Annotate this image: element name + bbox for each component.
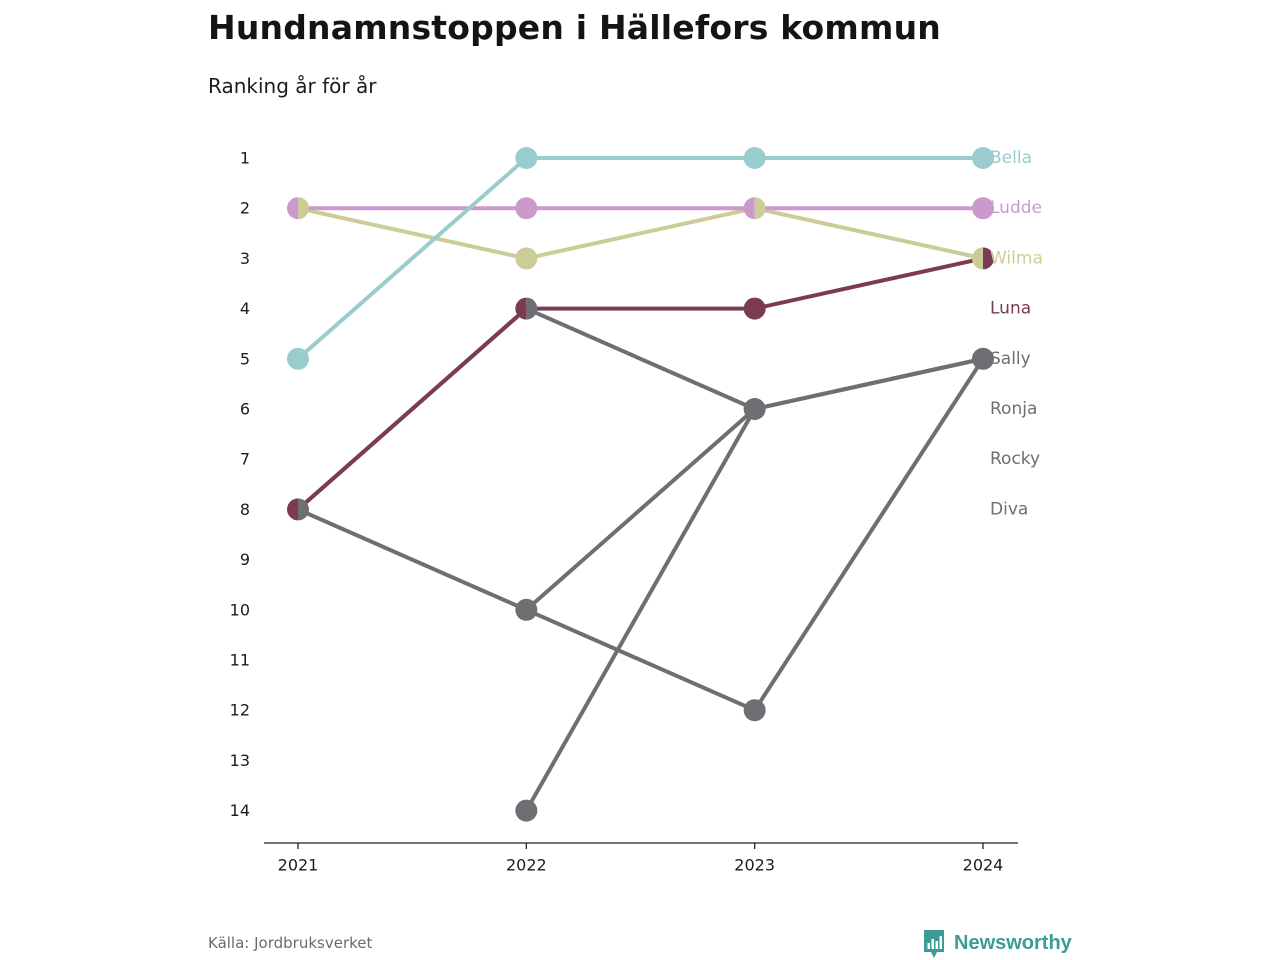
data-point-wilma-ludde-left (287, 197, 298, 220)
data-point-luna (743, 297, 766, 320)
series-lines (296, 156, 985, 813)
data-point-bella (743, 147, 766, 169)
y-tick-label: 10 (230, 600, 250, 619)
y-tick-label: 2 (240, 199, 250, 218)
series-line-sally (524, 356, 985, 612)
y-tick-label: 11 (230, 651, 250, 670)
end-label-diva: Diva (990, 499, 1028, 519)
bar-chart-logo-icon (924, 930, 944, 958)
y-tick-label: 12 (230, 701, 250, 720)
chart-subtitle: Ranking år för år (208, 74, 377, 98)
data-point-ronja-diva-luna-right (298, 498, 309, 521)
end-label-ludde: Ludde (990, 198, 1042, 218)
data-point-bella (515, 147, 538, 169)
end-label-sally: Sally (990, 349, 1031, 369)
y-tick-label: 4 (240, 299, 250, 318)
data-point-wilma-ludde-right (754, 197, 766, 220)
end-labels: Bella Ludde Wilma Luna Sally Ronja Rocky Diva (990, 148, 1043, 519)
data-point-bella (972, 147, 994, 169)
data-point-luna-wilma-right (983, 247, 995, 270)
x-tick-label: 2021 (278, 856, 319, 875)
data-point-luna-wilma-left (972, 247, 983, 270)
y-tick-label: 3 (240, 249, 250, 268)
end-label-bella: Bella (990, 148, 1032, 168)
data-point-ronja-sally (515, 598, 538, 621)
x-axis: 2021 2022 2023 2024 (264, 842, 1018, 875)
data-point-wilma-ludde-right (298, 197, 309, 220)
brand-name: Newsworthy (954, 932, 1072, 954)
end-label-rocky: Rocky (990, 449, 1040, 469)
source-note: Källa: Jordbruksverket (208, 934, 373, 952)
series-line-wilma (296, 206, 985, 261)
x-tick-label: 2022 (506, 856, 547, 875)
series-line-rocky (524, 356, 985, 813)
data-point-rocky-ronja-diva-sally (972, 347, 994, 370)
y-tick-label: 14 (230, 801, 250, 820)
y-tick-label: 9 (240, 550, 250, 569)
data-point-ludde (972, 197, 994, 220)
chart-title: Hundnamnstoppen i Hällefors kommun (208, 8, 941, 47)
series-line-luna (296, 256, 985, 512)
series-points (286, 147, 995, 822)
data-point-diva-luna-left (515, 297, 527, 320)
end-label-luna: Luna (990, 299, 1031, 319)
data-point-rocky (515, 799, 538, 822)
y-tick-label: 7 (240, 450, 250, 469)
y-tick-label: 1 (240, 149, 250, 168)
data-point-ronja-diva-luna-left (286, 498, 298, 521)
series-line-diva (296, 306, 985, 512)
data-point-ronja (743, 699, 766, 722)
end-label-wilma: Wilma (990, 248, 1043, 268)
data-point-wilma-ludde-left (743, 197, 755, 220)
data-point-rocky-diva-sally (743, 398, 766, 420)
data-point-ludde (515, 197, 538, 220)
y-tick-label: 8 (240, 500, 250, 519)
series-line-bella (296, 156, 985, 361)
data-point-bella (287, 347, 309, 370)
series-line-ronja (296, 356, 985, 713)
end-label-ronja: Ronja (990, 399, 1037, 419)
y-tick-label: 13 (230, 751, 250, 770)
x-tick-label: 2024 (963, 856, 1004, 875)
data-point-wilma (515, 247, 538, 270)
x-tick-label: 2023 (734, 856, 775, 875)
brand-logo[interactable]: Newsworthy (922, 928, 1072, 960)
y-tick-label: 5 (240, 349, 250, 368)
data-point-diva-luna-right (526, 297, 538, 320)
y-tick-label: 6 (240, 400, 250, 419)
